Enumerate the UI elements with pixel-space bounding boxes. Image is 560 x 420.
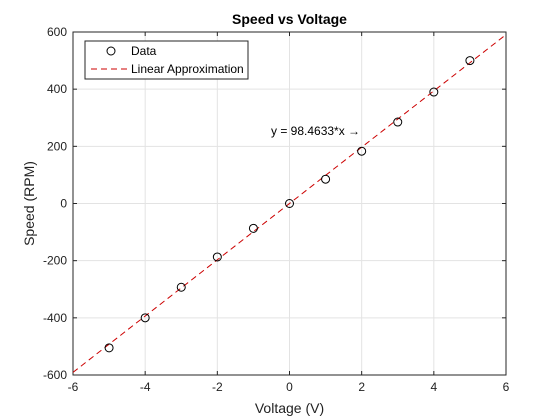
- x-tick-label: 4: [430, 380, 437, 394]
- x-tick-label: 0: [286, 380, 293, 394]
- x-tick-label: -4: [140, 380, 151, 394]
- legend: Data Linear Approximation: [84, 40, 249, 80]
- y-tick-label: -400: [43, 311, 67, 325]
- y-tick-labels: -600 -400 -200 0 200 400 600: [43, 25, 67, 382]
- fit-line: [72, 34, 507, 373]
- legend-label-data: Data: [131, 44, 157, 58]
- plot-frame: [72, 31, 507, 376]
- legend-label-linear-approximation: Linear Approximation: [131, 62, 244, 76]
- data-point: [248, 223, 258, 233]
- data-point: [212, 252, 222, 262]
- data-point: [321, 174, 331, 184]
- y-tick-label: -600: [43, 368, 67, 382]
- series: [72, 34, 507, 373]
- x-tick-label: 6: [503, 380, 510, 394]
- x-tick-label: -2: [212, 380, 223, 394]
- x-tick-label: 2: [358, 380, 365, 394]
- x-tick-label: -6: [68, 380, 79, 394]
- y-tick-label: 600: [47, 25, 67, 39]
- data-point: [465, 56, 475, 66]
- y-axis-label: Speed (RPM): [21, 161, 37, 246]
- legend-marker-data: [106, 46, 116, 56]
- y-tick-label: 200: [47, 139, 67, 153]
- fit-annotation: y = 98.4633*x →: [271, 124, 360, 138]
- data-point: [285, 199, 294, 208]
- y-tick-label: 0: [60, 197, 67, 211]
- x-axis-label: Voltage (V): [255, 400, 324, 416]
- x-tick-labels: -6 -4 -2 0 2 4 6: [68, 380, 510, 394]
- data-point: [357, 146, 367, 156]
- y-tick-label: 400: [47, 82, 67, 96]
- chart-title: Speed vs Voltage: [232, 11, 347, 27]
- data-point: [176, 282, 186, 292]
- data-point: [140, 313, 150, 323]
- y-tick-label: -200: [43, 254, 67, 268]
- data-point: [104, 343, 114, 353]
- data-point: [393, 117, 403, 127]
- data-point: [429, 87, 439, 97]
